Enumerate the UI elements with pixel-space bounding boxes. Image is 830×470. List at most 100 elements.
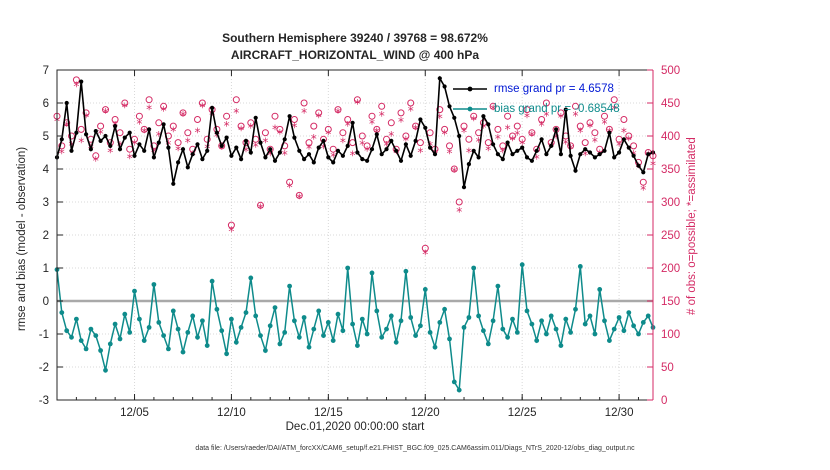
svg-text:*: * <box>195 126 201 140</box>
svg-text:*: * <box>408 104 414 118</box>
svg-text:*: * <box>388 129 394 143</box>
svg-text:*: * <box>156 129 162 143</box>
left-axis-label: rmse and bias (model - observation) <box>16 146 28 331</box>
legend: rmse grand pr = 4.6578 bias grand pr = -… <box>452 79 620 119</box>
svg-text:0: 0 <box>43 296 49 308</box>
svg-text:*: * <box>219 142 225 156</box>
svg-text:*: * <box>296 192 302 206</box>
svg-text:*: * <box>233 106 239 120</box>
svg-text:*: * <box>529 129 535 143</box>
svg-text:*: * <box>98 127 104 141</box>
svg-text:*: * <box>543 109 549 123</box>
svg-text:50: 50 <box>661 362 674 374</box>
data-file-caption: data file: /Users/raeder/DAI/ATM_forcXX/… <box>195 445 635 452</box>
svg-text:*: * <box>345 119 351 133</box>
svg-text:*: * <box>267 149 273 163</box>
svg-text:*: * <box>316 110 322 124</box>
chart-subtitle: AIRCRAFT_HORIZONTAL_WIND @ 400 hPa <box>230 48 480 62</box>
x-axis-label: Dec.01,2020 00:00:00 start <box>285 421 425 433</box>
svg-text:*: * <box>602 117 608 131</box>
svg-text:*: * <box>272 122 278 136</box>
svg-text:*: * <box>539 119 545 133</box>
svg-text:*: * <box>180 109 186 123</box>
svg-text:*: * <box>175 143 181 157</box>
svg-text:*: * <box>495 132 501 146</box>
svg-text:*: * <box>238 124 244 138</box>
svg-text:*: * <box>573 109 579 123</box>
svg-text:*: * <box>577 126 583 140</box>
svg-text:200: 200 <box>661 263 680 275</box>
svg-text:*: * <box>170 124 176 138</box>
axes <box>56 69 654 401</box>
tick-labels: -3 -2 -1 0 1 2 3 4 5 6 7 0 50 100 150 200 250 300 350 400 45… <box>39 65 680 419</box>
svg-text:*: * <box>127 151 133 165</box>
svg-text:*: * <box>262 136 268 150</box>
svg-text:*: * <box>413 122 419 136</box>
svg-text:*: * <box>592 135 598 149</box>
legend-label-rmse: rmse grand pr = 4.6578 <box>494 83 614 95</box>
svg-text:*: * <box>514 128 520 142</box>
svg-text:*: * <box>282 148 288 162</box>
svg-text:*: * <box>199 101 205 115</box>
svg-text:*: * <box>253 140 259 154</box>
svg-text:150: 150 <box>661 296 680 308</box>
svg-text:*: * <box>417 145 423 159</box>
svg-text:*: * <box>553 132 559 146</box>
svg-text:*: * <box>582 149 588 163</box>
svg-text:100: 100 <box>661 329 680 341</box>
svg-text:*: * <box>379 109 385 123</box>
svg-text:*: * <box>616 139 622 153</box>
svg-text:*: * <box>393 147 399 161</box>
svg-text:*: * <box>466 145 472 159</box>
svg-text:*: * <box>83 110 89 124</box>
svg-text:-2: -2 <box>39 362 49 374</box>
svg-text:*: * <box>321 141 327 155</box>
svg-text:*: * <box>301 106 307 120</box>
svg-text:*: * <box>335 106 341 120</box>
svg-text:*: * <box>471 114 477 128</box>
svg-text:*: * <box>73 79 79 93</box>
svg-text:*: * <box>558 111 564 125</box>
svg-text:350: 350 <box>661 164 680 176</box>
legend-entry: rmse grand pr = 4.6578 <box>452 79 620 99</box>
svg-text:*: * <box>59 147 65 161</box>
svg-text:7: 7 <box>43 65 49 77</box>
svg-text:*: * <box>640 183 646 197</box>
svg-text:6: 6 <box>43 98 49 110</box>
svg-text:*: * <box>311 132 317 146</box>
svg-text:*: * <box>626 134 632 148</box>
svg-text:*: * <box>447 147 453 161</box>
svg-text:500: 500 <box>661 65 680 77</box>
svg-text:4: 4 <box>43 164 50 176</box>
svg-text:*: * <box>306 142 312 156</box>
svg-text:*: * <box>258 202 264 216</box>
svg-text:0: 0 <box>661 395 667 407</box>
svg-text:*: * <box>330 150 336 164</box>
svg-text:*: * <box>291 120 297 134</box>
svg-text:-3: -3 <box>39 395 49 407</box>
svg-text:*: * <box>354 97 360 111</box>
svg-text:*: * <box>611 103 617 117</box>
svg-text:*: * <box>369 117 375 131</box>
svg-text:400: 400 <box>661 131 680 143</box>
legend-label-bias: bias grand pr = -0.68548 <box>494 103 620 115</box>
svg-text:12/20: 12/20 <box>411 407 440 419</box>
svg-text:*: * <box>524 110 530 124</box>
svg-text:5: 5 <box>43 131 49 143</box>
svg-text:*: * <box>287 180 293 194</box>
svg-text:*: * <box>141 126 147 140</box>
svg-text:*: * <box>243 145 249 159</box>
svg-text:*: * <box>146 103 152 117</box>
svg-text:300: 300 <box>661 197 680 209</box>
svg-text:*: * <box>325 128 331 142</box>
svg-text:*: * <box>136 117 142 131</box>
svg-text:*: * <box>224 119 230 133</box>
legend-entry: bias grand pr = -0.68548 <box>452 99 620 119</box>
svg-text:*: * <box>461 126 467 140</box>
svg-text:*: * <box>248 121 254 135</box>
svg-text:*: * <box>103 106 109 120</box>
svg-text:450: 450 <box>661 98 680 110</box>
svg-text:*: * <box>505 122 511 136</box>
svg-text:*: * <box>161 104 167 118</box>
